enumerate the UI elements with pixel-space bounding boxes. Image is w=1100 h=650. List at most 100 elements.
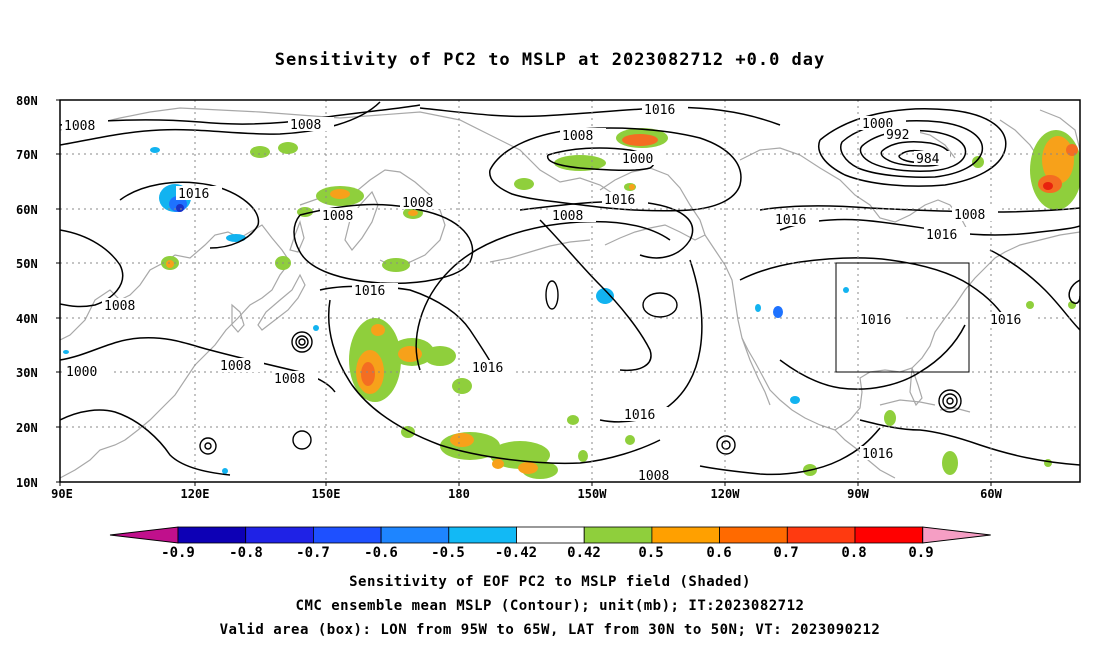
valid-area-box [835, 262, 970, 373]
svg-text:1016: 1016 [775, 213, 806, 228]
svg-text:1008: 1008 [64, 119, 95, 134]
colorbar-segment [245, 526, 314, 544]
contour-label: 1008 [102, 298, 148, 314]
contour-label: 1008 [272, 371, 318, 387]
svg-text:1008: 1008 [322, 209, 353, 224]
svg-text:1000: 1000 [622, 152, 653, 167]
contour-label: 1016 [622, 407, 668, 423]
colorbar-label: 0.5 [638, 545, 663, 561]
colorbar-label: -0.9 [161, 545, 195, 561]
svg-text:1008: 1008 [402, 196, 433, 211]
contour-label: 1008 [636, 468, 682, 484]
closed-lows [199, 280, 962, 455]
colorbar-segment [583, 526, 653, 544]
svg-text:1016: 1016 [178, 187, 209, 202]
colorbar-label: 0.6 [706, 545, 731, 561]
lat-label: 80N [16, 94, 38, 108]
contour-label: 1016 [642, 102, 688, 118]
longitude-labels: 90E 120E 150E 180 150W 120W 90W 60W [51, 487, 1002, 501]
svg-text:1008: 1008 [290, 118, 321, 133]
contour-label: 984 [914, 151, 950, 167]
lat-label: 20N [16, 421, 38, 435]
colorbar-left-arrow [109, 526, 179, 544]
lat-label: 50N [16, 257, 38, 271]
lat-label: 40N [16, 312, 38, 326]
lat-label: 10N [16, 476, 38, 490]
colorbar-label: -0.42 [495, 545, 537, 561]
colorbar-segment [516, 526, 585, 544]
colorbar-segment [719, 526, 788, 544]
contour-label: 1008 [320, 208, 366, 224]
contour-label: 1008 [62, 118, 108, 134]
lon-label: 180 [448, 487, 470, 501]
svg-text:1008: 1008 [552, 209, 583, 224]
colorbar [109, 526, 991, 544]
colorbar-segment [380, 526, 450, 544]
lon-label: 90E [51, 487, 73, 501]
svg-text:1000: 1000 [66, 365, 97, 380]
svg-text:1016: 1016 [604, 193, 635, 208]
colorbar-label: 0.8 [841, 545, 866, 561]
contour-label: 1008 [560, 128, 606, 144]
contour-label: 1016 [860, 446, 906, 462]
svg-text:1016: 1016 [624, 408, 655, 423]
svg-text:1008: 1008 [220, 359, 251, 374]
contour-label: 1016 [352, 283, 398, 299]
sensitivity-shading [63, 128, 1080, 479]
contour-label: 1016 [773, 212, 819, 228]
colorbar-label: -0.5 [431, 545, 465, 561]
colorbar-segment [854, 526, 924, 544]
colorbar-label: 0.42 [567, 545, 601, 561]
svg-text:1016: 1016 [472, 361, 503, 376]
colorbar-label: -0.6 [364, 545, 398, 561]
lon-label: 120W [711, 487, 741, 501]
contour-label: 1016 [470, 360, 516, 376]
contour-label: 1008 [288, 117, 334, 133]
latitude-labels: 80N 70N 60N 50N 40N 30N 20N 10N [16, 94, 38, 490]
lat-label: 70N [16, 148, 38, 162]
colorbar-labels: -0.9 -0.8 -0.7 -0.6 -0.5 -0.42 0.42 0.5 … [161, 545, 934, 561]
lon-label: 60W [980, 487, 1002, 501]
lon-label: 150E [312, 487, 341, 501]
svg-text:1016: 1016 [354, 284, 385, 299]
contour-label: 1016 [858, 312, 904, 328]
contour-label: 1016 [924, 227, 970, 243]
colorbar-right-arrow [922, 526, 991, 544]
contour-label: 1008 [400, 195, 446, 211]
svg-text:1016: 1016 [862, 447, 893, 462]
svg-text:1016: 1016 [644, 103, 675, 118]
map-frame [59, 99, 1081, 483]
contour-label: 1008 [952, 207, 998, 223]
colorbar-label: -0.8 [229, 545, 263, 561]
caption-line-1: Sensitivity of EOF PC2 to MSLP field (Sh… [349, 574, 751, 590]
lon-label: 120E [181, 487, 210, 501]
caption-line-2: CMC ensemble mean MSLP (Contour); unit(m… [295, 598, 805, 614]
colorbar-label: 0.9 [908, 545, 933, 561]
colorbar-label: -0.7 [296, 545, 330, 561]
svg-text:1008: 1008 [274, 372, 305, 387]
lon-label: 150W [578, 487, 608, 501]
contour-label: 1016 [988, 312, 1034, 328]
contour-label: 992 [884, 127, 920, 143]
svg-text:1008: 1008 [638, 469, 669, 484]
lat-label: 60N [16, 203, 38, 217]
svg-text:984: 984 [916, 152, 940, 167]
contour-label: 1016 [176, 186, 222, 202]
svg-text:1008: 1008 [562, 129, 593, 144]
contour-label: 1016 [602, 192, 648, 208]
svg-text:1008: 1008 [954, 208, 985, 223]
svg-text:1016: 1016 [926, 228, 957, 243]
lon-label: 90W [847, 487, 869, 501]
svg-text:1016: 1016 [990, 313, 1021, 328]
chart-title: Sensitivity of PC2 to MSLP at 2023082712… [274, 50, 826, 70]
colorbar-segment [177, 526, 247, 544]
contour-label: 1008 [550, 208, 596, 224]
contour-label: 1008 [218, 358, 264, 374]
colorbar-segment [448, 526, 517, 544]
colorbar-segment [651, 526, 721, 544]
axis-ticks [56, 99, 992, 486]
contour-labels: 1008 1008 1016 1008 1008 1008 1000 1008 … [62, 102, 1034, 484]
contour-label: 1000 [64, 364, 110, 380]
svg-text:992: 992 [886, 128, 909, 143]
